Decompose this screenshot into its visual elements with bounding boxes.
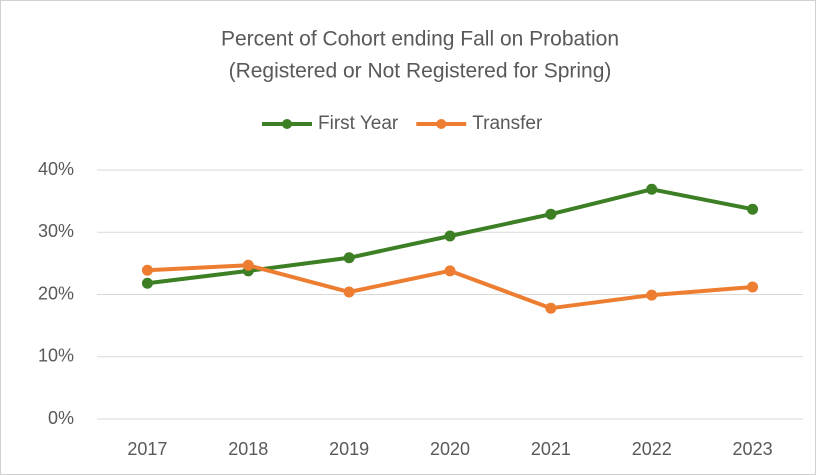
data-point	[747, 203, 759, 215]
data-point	[141, 277, 153, 289]
data-point	[646, 289, 658, 301]
x-tick-label: 2017	[127, 439, 167, 459]
y-tick-label: 40%	[38, 159, 74, 179]
x-tick-label: 2020	[430, 439, 470, 459]
x-tick-label: 2022	[632, 439, 672, 459]
x-tick-label: 2019	[329, 439, 369, 459]
legend-marker	[282, 119, 292, 129]
legend-label: First Year	[318, 113, 399, 134]
chart-title: Percent of Cohort ending Fall on Probati…	[221, 28, 619, 51]
data-point	[343, 286, 355, 298]
legend-marker	[436, 119, 447, 129]
x-tick-label: 2021	[531, 439, 571, 459]
data-point	[444, 265, 456, 277]
y-tick-label: 20%	[38, 283, 74, 303]
legend-label: Transfer	[472, 113, 543, 134]
data-point	[141, 264, 153, 276]
y-tick-label: 10%	[38, 346, 74, 366]
x-tick-label: 2018	[228, 439, 268, 459]
y-tick-label: 30%	[38, 221, 74, 241]
data-point	[747, 281, 759, 293]
data-point	[545, 208, 557, 220]
x-tick-label: 2023	[733, 439, 773, 459]
data-point	[646, 183, 658, 195]
chart-subtitle: (Registered or Not Registered for Spring…	[229, 60, 612, 83]
data-point	[545, 302, 557, 314]
data-point	[444, 230, 456, 242]
y-tick-label: 0%	[48, 408, 74, 428]
data-point	[343, 252, 355, 264]
data-point	[242, 259, 254, 271]
